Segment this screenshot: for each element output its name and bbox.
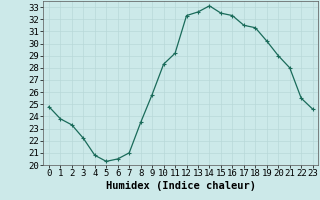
X-axis label: Humidex (Indice chaleur): Humidex (Indice chaleur) (106, 181, 256, 191)
